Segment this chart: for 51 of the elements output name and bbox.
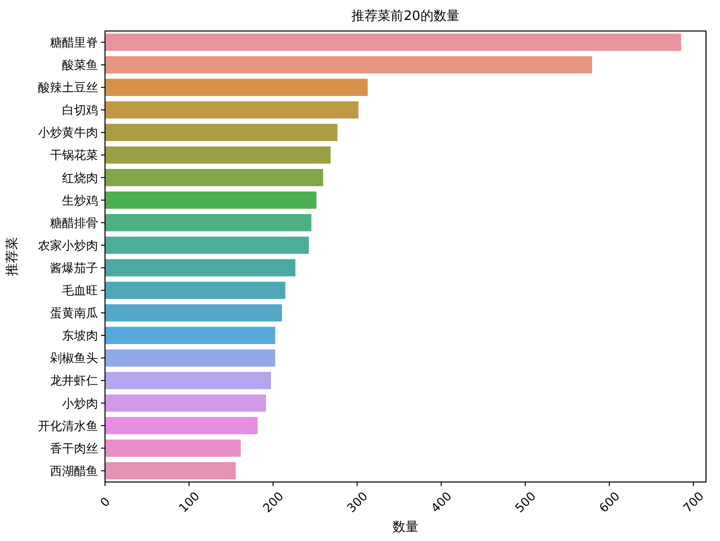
bar (104, 146, 332, 164)
bar (104, 303, 283, 322)
y-tick-label: 东坡肉 (62, 328, 98, 343)
y-tick-label: 龙井虾仁 (50, 374, 98, 388)
bar (104, 168, 324, 187)
y-tick-label: 毛血旺 (62, 284, 98, 298)
y-tick-label: 生炒鸡 (62, 193, 98, 208)
bar (104, 32, 682, 52)
x-axis-title: 数量 (392, 520, 418, 535)
bar (104, 236, 310, 255)
y-tick-label: 西湖醋鱼 (50, 464, 98, 478)
y-tick-label: 红烧肉 (62, 170, 98, 185)
x-tick-label: 500 (512, 489, 538, 516)
y-tick-label: 酱爆茄子 (50, 260, 98, 275)
y-tick-label: 糖醋排骨 (50, 216, 98, 230)
y-tick-label: 开化清水鱼 (38, 418, 98, 433)
y-tick-label: 农家小炒肉 (38, 238, 98, 252)
y-tick-label: 糖醋里脊 (50, 35, 98, 50)
bar (104, 438, 242, 458)
y-axis-title: 推荐菜 (5, 237, 20, 276)
bar (104, 371, 272, 390)
bar (104, 348, 276, 368)
y-tick-label: 干锅花菜 (50, 148, 98, 162)
y-tick-label: 蛋黄南瓜 (50, 306, 98, 320)
bar (104, 258, 296, 278)
bar (104, 461, 237, 480)
bar (104, 213, 312, 232)
y-tick-label: 酸辣土豆丝 (38, 80, 98, 95)
x-tick-label: 0 (97, 494, 113, 510)
bar (104, 78, 368, 97)
x-tick-label: 700 (680, 489, 707, 516)
bar (104, 55, 593, 74)
x-tick-label: 200 (260, 489, 286, 516)
x-tick-label: 400 (428, 489, 454, 516)
bar (104, 100, 360, 120)
x-tick-label: 600 (596, 489, 623, 516)
bar (104, 123, 338, 142)
y-tick-label: 酸菜鱼 (62, 58, 98, 72)
chart-title: 推荐菜前20的数量 (352, 9, 460, 24)
bar (104, 416, 258, 436)
bar (104, 190, 318, 210)
y-tick-label: 剁椒鱼头 (50, 351, 98, 366)
y-tick-label: 香干肉丝 (50, 441, 98, 456)
y-tick-label: 小炒肉 (62, 396, 98, 410)
bar (104, 326, 276, 345)
y-tick-label: 白切鸡 (62, 103, 98, 118)
y-tick-label: 小炒黄牛肉 (38, 126, 98, 140)
bar (104, 280, 286, 300)
x-tick-label: 300 (344, 489, 370, 516)
x-tick-label: 100 (176, 489, 202, 516)
bar (104, 394, 267, 412)
